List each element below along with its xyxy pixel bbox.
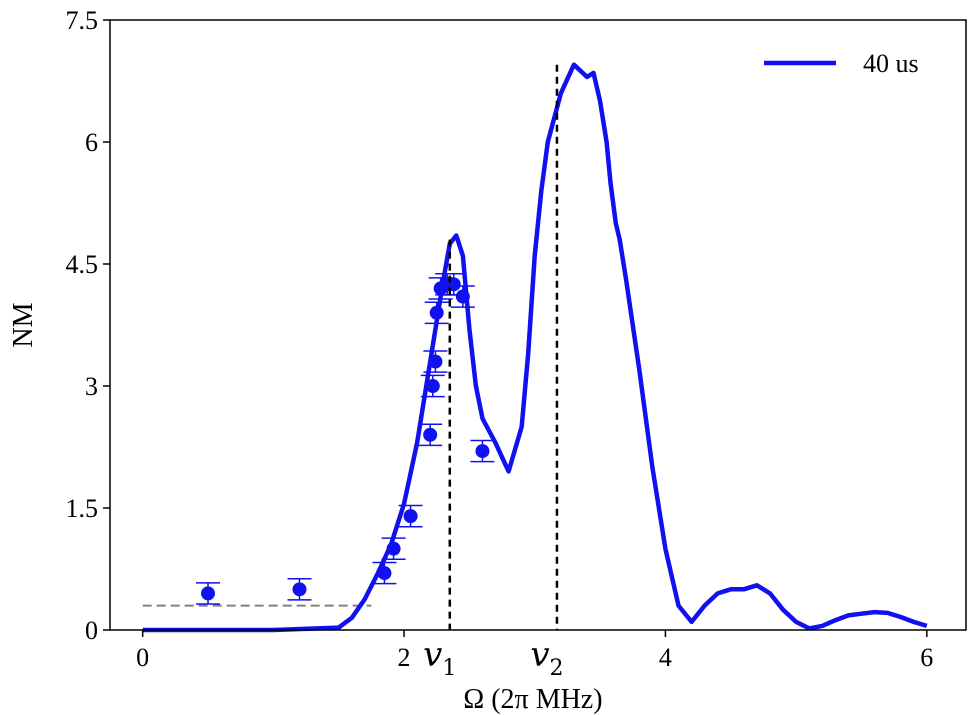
data-point-marker	[475, 444, 490, 459]
data-point	[372, 561, 397, 585]
data-point-marker	[201, 586, 216, 601]
x-axis: 0 2 4 6	[136, 630, 933, 672]
x-axis-title: Ω (2π MHz)	[463, 684, 602, 715]
data-point-marker	[428, 354, 443, 369]
data-point-marker	[377, 566, 392, 581]
axes-frame	[109, 19, 967, 631]
annotations: v1 v2	[423, 64, 564, 681]
data-point	[418, 423, 443, 447]
data-point-marker	[292, 582, 307, 597]
data-point	[450, 285, 475, 308]
x-tick-label: 0	[136, 643, 149, 672]
data-point	[398, 504, 423, 528]
y-tick-label: 3	[85, 372, 98, 401]
y-tick-label: 7.5	[66, 6, 99, 35]
data-point	[287, 578, 312, 601]
legend: 40 us	[764, 49, 919, 78]
x-tick-label: 6	[920, 643, 933, 672]
y-axis: 0 1.5 3 4.5 6 7.5	[66, 6, 110, 645]
data-point	[420, 374, 445, 398]
data-point	[470, 439, 495, 463]
legend-label: 40 us	[863, 49, 919, 78]
marker-label: v2	[530, 635, 563, 681]
y-tick-label: 0	[85, 616, 98, 645]
y-tick-label: 6	[85, 128, 98, 157]
data-point	[423, 350, 448, 373]
data-point	[424, 301, 449, 325]
y-axis-title: NM	[8, 302, 39, 347]
data-point-marker	[386, 541, 401, 556]
data-point-marker	[403, 509, 418, 524]
x-tick-label: 4	[659, 643, 672, 672]
x-tick-label: 2	[398, 643, 411, 672]
series-line-40us	[142, 62, 928, 633]
data-point	[381, 537, 406, 560]
y-tick-label: 1.5	[66, 494, 99, 523]
data-point-marker	[423, 427, 438, 442]
marker-label: v1	[423, 635, 456, 681]
data-point-marker	[425, 379, 440, 393]
data-point-marker	[455, 289, 470, 304]
data-point	[196, 582, 221, 605]
y-tick-label: 4.5	[66, 250, 99, 279]
plot-area	[142, 62, 928, 633]
data-point-marker	[429, 305, 444, 320]
